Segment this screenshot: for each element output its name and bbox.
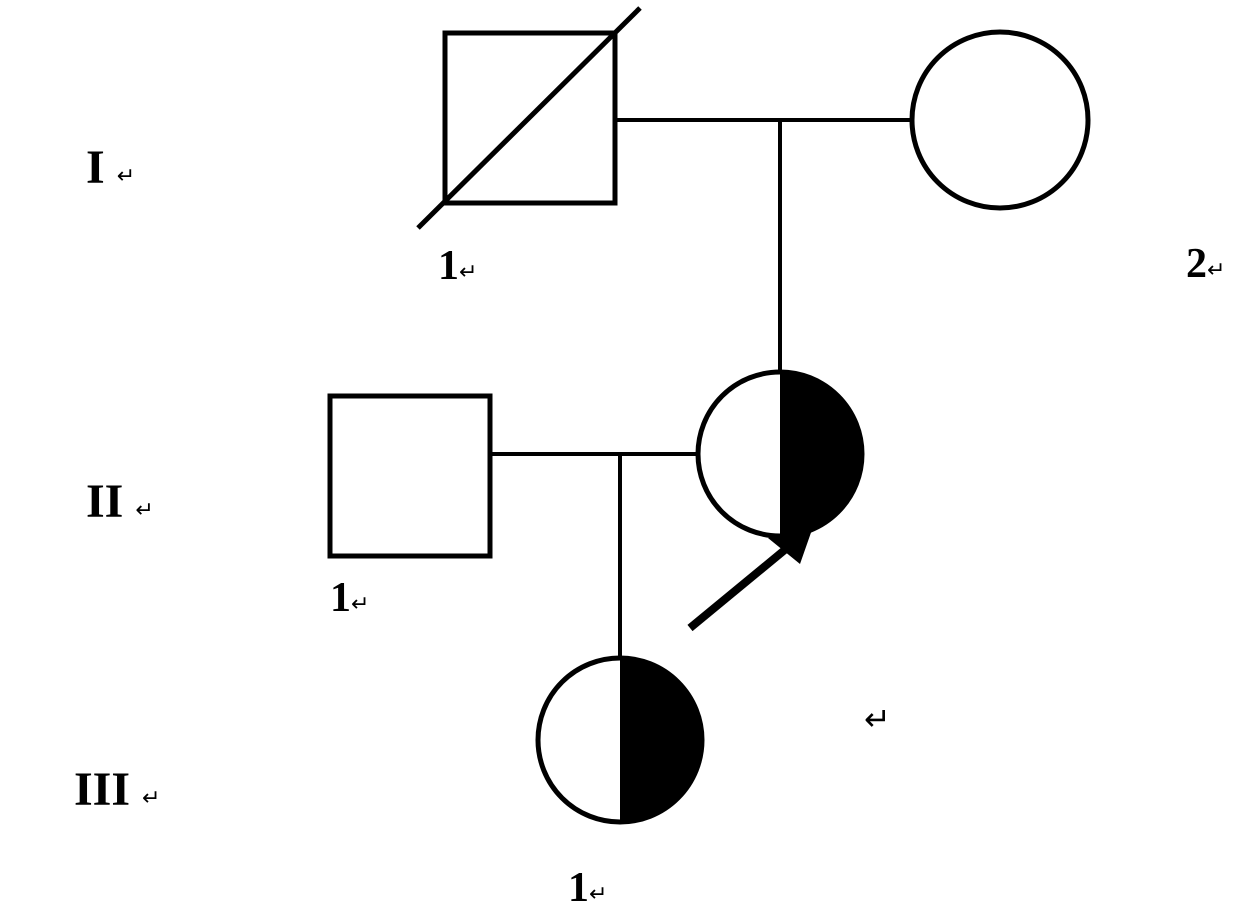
proband-arrow-icon xyxy=(690,524,814,628)
node-II1-male xyxy=(330,396,490,556)
node-III1-female-carrier xyxy=(538,658,702,822)
node-II2-female-carrier-proband xyxy=(698,372,862,536)
node-I1-male-deceased xyxy=(418,8,640,228)
pedigree-svg xyxy=(0,0,1240,918)
pedigree-canvas: I ↵ II ↵ III ↵ 1↵ 2↵ 1↵ 1↵ ↵ xyxy=(0,0,1240,918)
node-I2-female xyxy=(912,32,1088,208)
